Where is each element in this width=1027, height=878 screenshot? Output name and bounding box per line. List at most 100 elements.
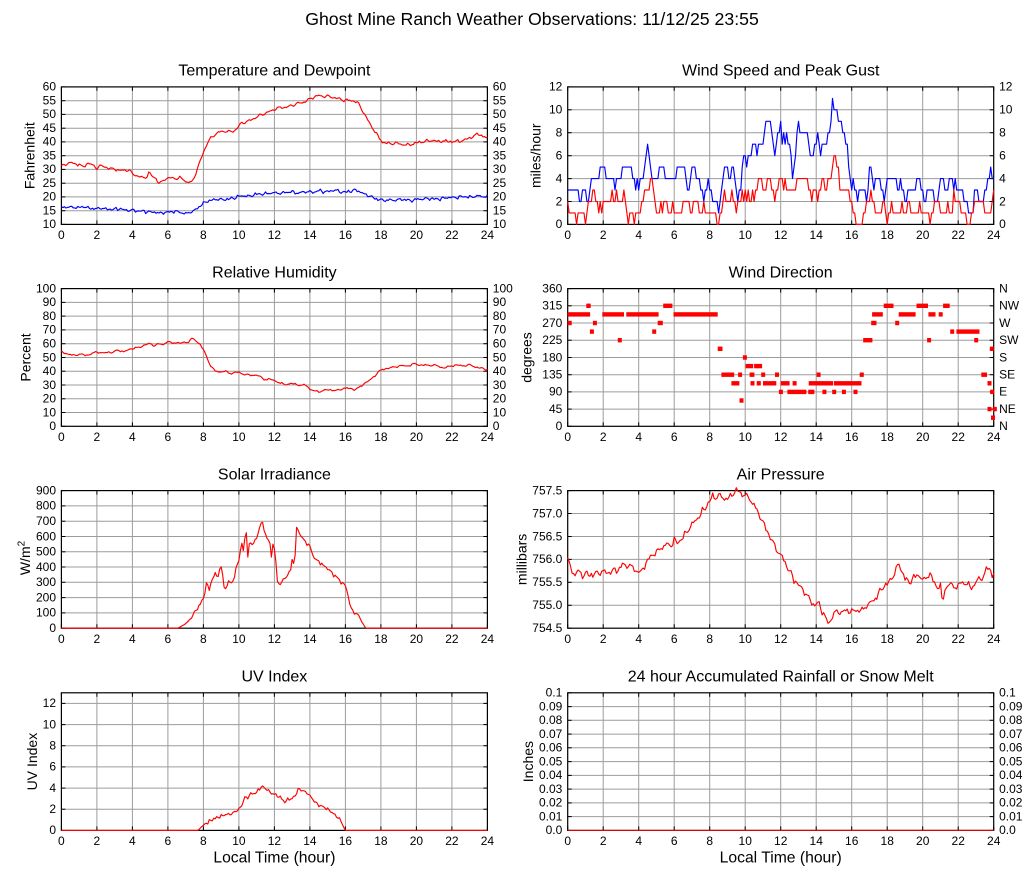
svg-text:12: 12 [774, 430, 788, 444]
svg-text:8: 8 [706, 632, 713, 646]
svg-text:0: 0 [49, 823, 56, 837]
svg-text:16: 16 [845, 834, 859, 848]
svg-text:14: 14 [303, 834, 317, 848]
svg-text:0.1: 0.1 [546, 686, 563, 700]
svg-text:756.0: 756.0 [532, 552, 562, 566]
svg-text:12: 12 [268, 228, 282, 242]
svg-text:Fahrenheit: Fahrenheit [22, 122, 38, 189]
svg-text:8: 8 [200, 228, 207, 242]
svg-text:30: 30 [43, 162, 57, 176]
svg-text:14: 14 [810, 834, 824, 848]
svg-text:6: 6 [999, 149, 1006, 163]
svg-text:14: 14 [810, 430, 824, 444]
svg-text:SE: SE [999, 368, 1015, 382]
svg-text:0.01: 0.01 [539, 809, 563, 823]
svg-text:22: 22 [952, 834, 966, 848]
svg-text:12: 12 [774, 228, 788, 242]
svg-text:2: 2 [600, 834, 607, 848]
svg-text:4: 4 [129, 430, 136, 444]
svg-text:16: 16 [339, 632, 353, 646]
svg-text:360: 360 [542, 281, 562, 295]
svg-text:18: 18 [374, 430, 388, 444]
svg-text:24: 24 [481, 632, 495, 646]
svg-text:miles/hour: miles/hour [528, 123, 544, 188]
svg-text:22: 22 [445, 632, 459, 646]
svg-text:0.05: 0.05 [539, 754, 563, 768]
svg-text:0: 0 [49, 621, 56, 635]
svg-text:16: 16 [339, 228, 353, 242]
svg-text:6: 6 [165, 632, 172, 646]
svg-text:20: 20 [43, 392, 57, 406]
svg-text:N: N [999, 281, 1008, 295]
svg-text:35: 35 [493, 149, 507, 163]
svg-text:NW: NW [999, 299, 1020, 313]
svg-text:12: 12 [268, 834, 282, 848]
svg-text:10: 10 [739, 632, 753, 646]
svg-text:10: 10 [493, 217, 507, 231]
svg-text:12: 12 [268, 632, 282, 646]
svg-text:20: 20 [493, 190, 507, 204]
svg-text:10: 10 [43, 717, 57, 731]
svg-text:6: 6 [556, 149, 563, 163]
svg-text:S: S [999, 350, 1007, 364]
svg-text:16: 16 [339, 834, 353, 848]
svg-text:0.02: 0.02 [539, 796, 563, 810]
svg-text:4: 4 [635, 430, 642, 444]
svg-text:755.5: 755.5 [532, 575, 562, 589]
svg-text:10: 10 [739, 834, 753, 848]
svg-text:2: 2 [600, 228, 607, 242]
svg-text:0.09: 0.09 [999, 699, 1023, 713]
svg-text:22: 22 [445, 430, 459, 444]
svg-text:16: 16 [845, 430, 859, 444]
svg-text:20: 20 [493, 392, 507, 406]
svg-text:10: 10 [549, 103, 563, 117]
svg-text:18: 18 [881, 430, 895, 444]
svg-text:18: 18 [374, 834, 388, 848]
svg-text:20: 20 [410, 228, 424, 242]
svg-text:20: 20 [410, 632, 424, 646]
svg-text:0: 0 [556, 419, 563, 433]
svg-text:10: 10 [43, 217, 57, 231]
svg-text:4: 4 [635, 834, 642, 848]
svg-text:10: 10 [739, 430, 753, 444]
svg-text:15: 15 [43, 204, 57, 218]
svg-text:0.05: 0.05 [999, 754, 1023, 768]
svg-text:135: 135 [542, 368, 562, 382]
svg-text:NE: NE [999, 402, 1016, 416]
svg-text:45: 45 [493, 121, 507, 135]
svg-text:14: 14 [303, 430, 317, 444]
svg-text:70: 70 [493, 323, 507, 337]
svg-text:0.08: 0.08 [999, 713, 1023, 727]
svg-text:800: 800 [36, 499, 56, 513]
svg-text:4: 4 [129, 228, 136, 242]
svg-text:10: 10 [232, 834, 246, 848]
svg-text:100: 100 [493, 281, 513, 295]
svg-text:0.01: 0.01 [999, 809, 1023, 823]
svg-text:0: 0 [493, 419, 500, 433]
svg-text:30: 30 [493, 378, 507, 392]
svg-text:10: 10 [739, 228, 753, 242]
svg-text:90: 90 [43, 295, 57, 309]
svg-text:10: 10 [232, 228, 246, 242]
svg-text:700: 700 [36, 514, 56, 528]
svg-text:25: 25 [493, 176, 507, 190]
svg-text:2: 2 [600, 430, 607, 444]
svg-text:6: 6 [165, 228, 172, 242]
svg-text:14: 14 [810, 632, 824, 646]
svg-text:22: 22 [952, 228, 966, 242]
svg-text:180: 180 [542, 350, 562, 364]
svg-text:Percent: Percent [18, 333, 34, 381]
svg-text:8: 8 [200, 834, 207, 848]
svg-text:100: 100 [36, 606, 56, 620]
svg-text:Local Time (hour): Local Time (hour) [213, 850, 335, 867]
svg-text:20: 20 [410, 834, 424, 848]
svg-text:0.0: 0.0 [546, 823, 563, 837]
svg-text:6: 6 [671, 430, 678, 444]
svg-text:757.5: 757.5 [532, 483, 562, 497]
svg-text:14: 14 [303, 228, 317, 242]
svg-text:2: 2 [999, 194, 1006, 208]
svg-text:20: 20 [916, 632, 930, 646]
svg-text:18: 18 [881, 632, 895, 646]
svg-text:0: 0 [58, 228, 65, 242]
svg-text:Local Time (hour): Local Time (hour) [720, 850, 842, 867]
